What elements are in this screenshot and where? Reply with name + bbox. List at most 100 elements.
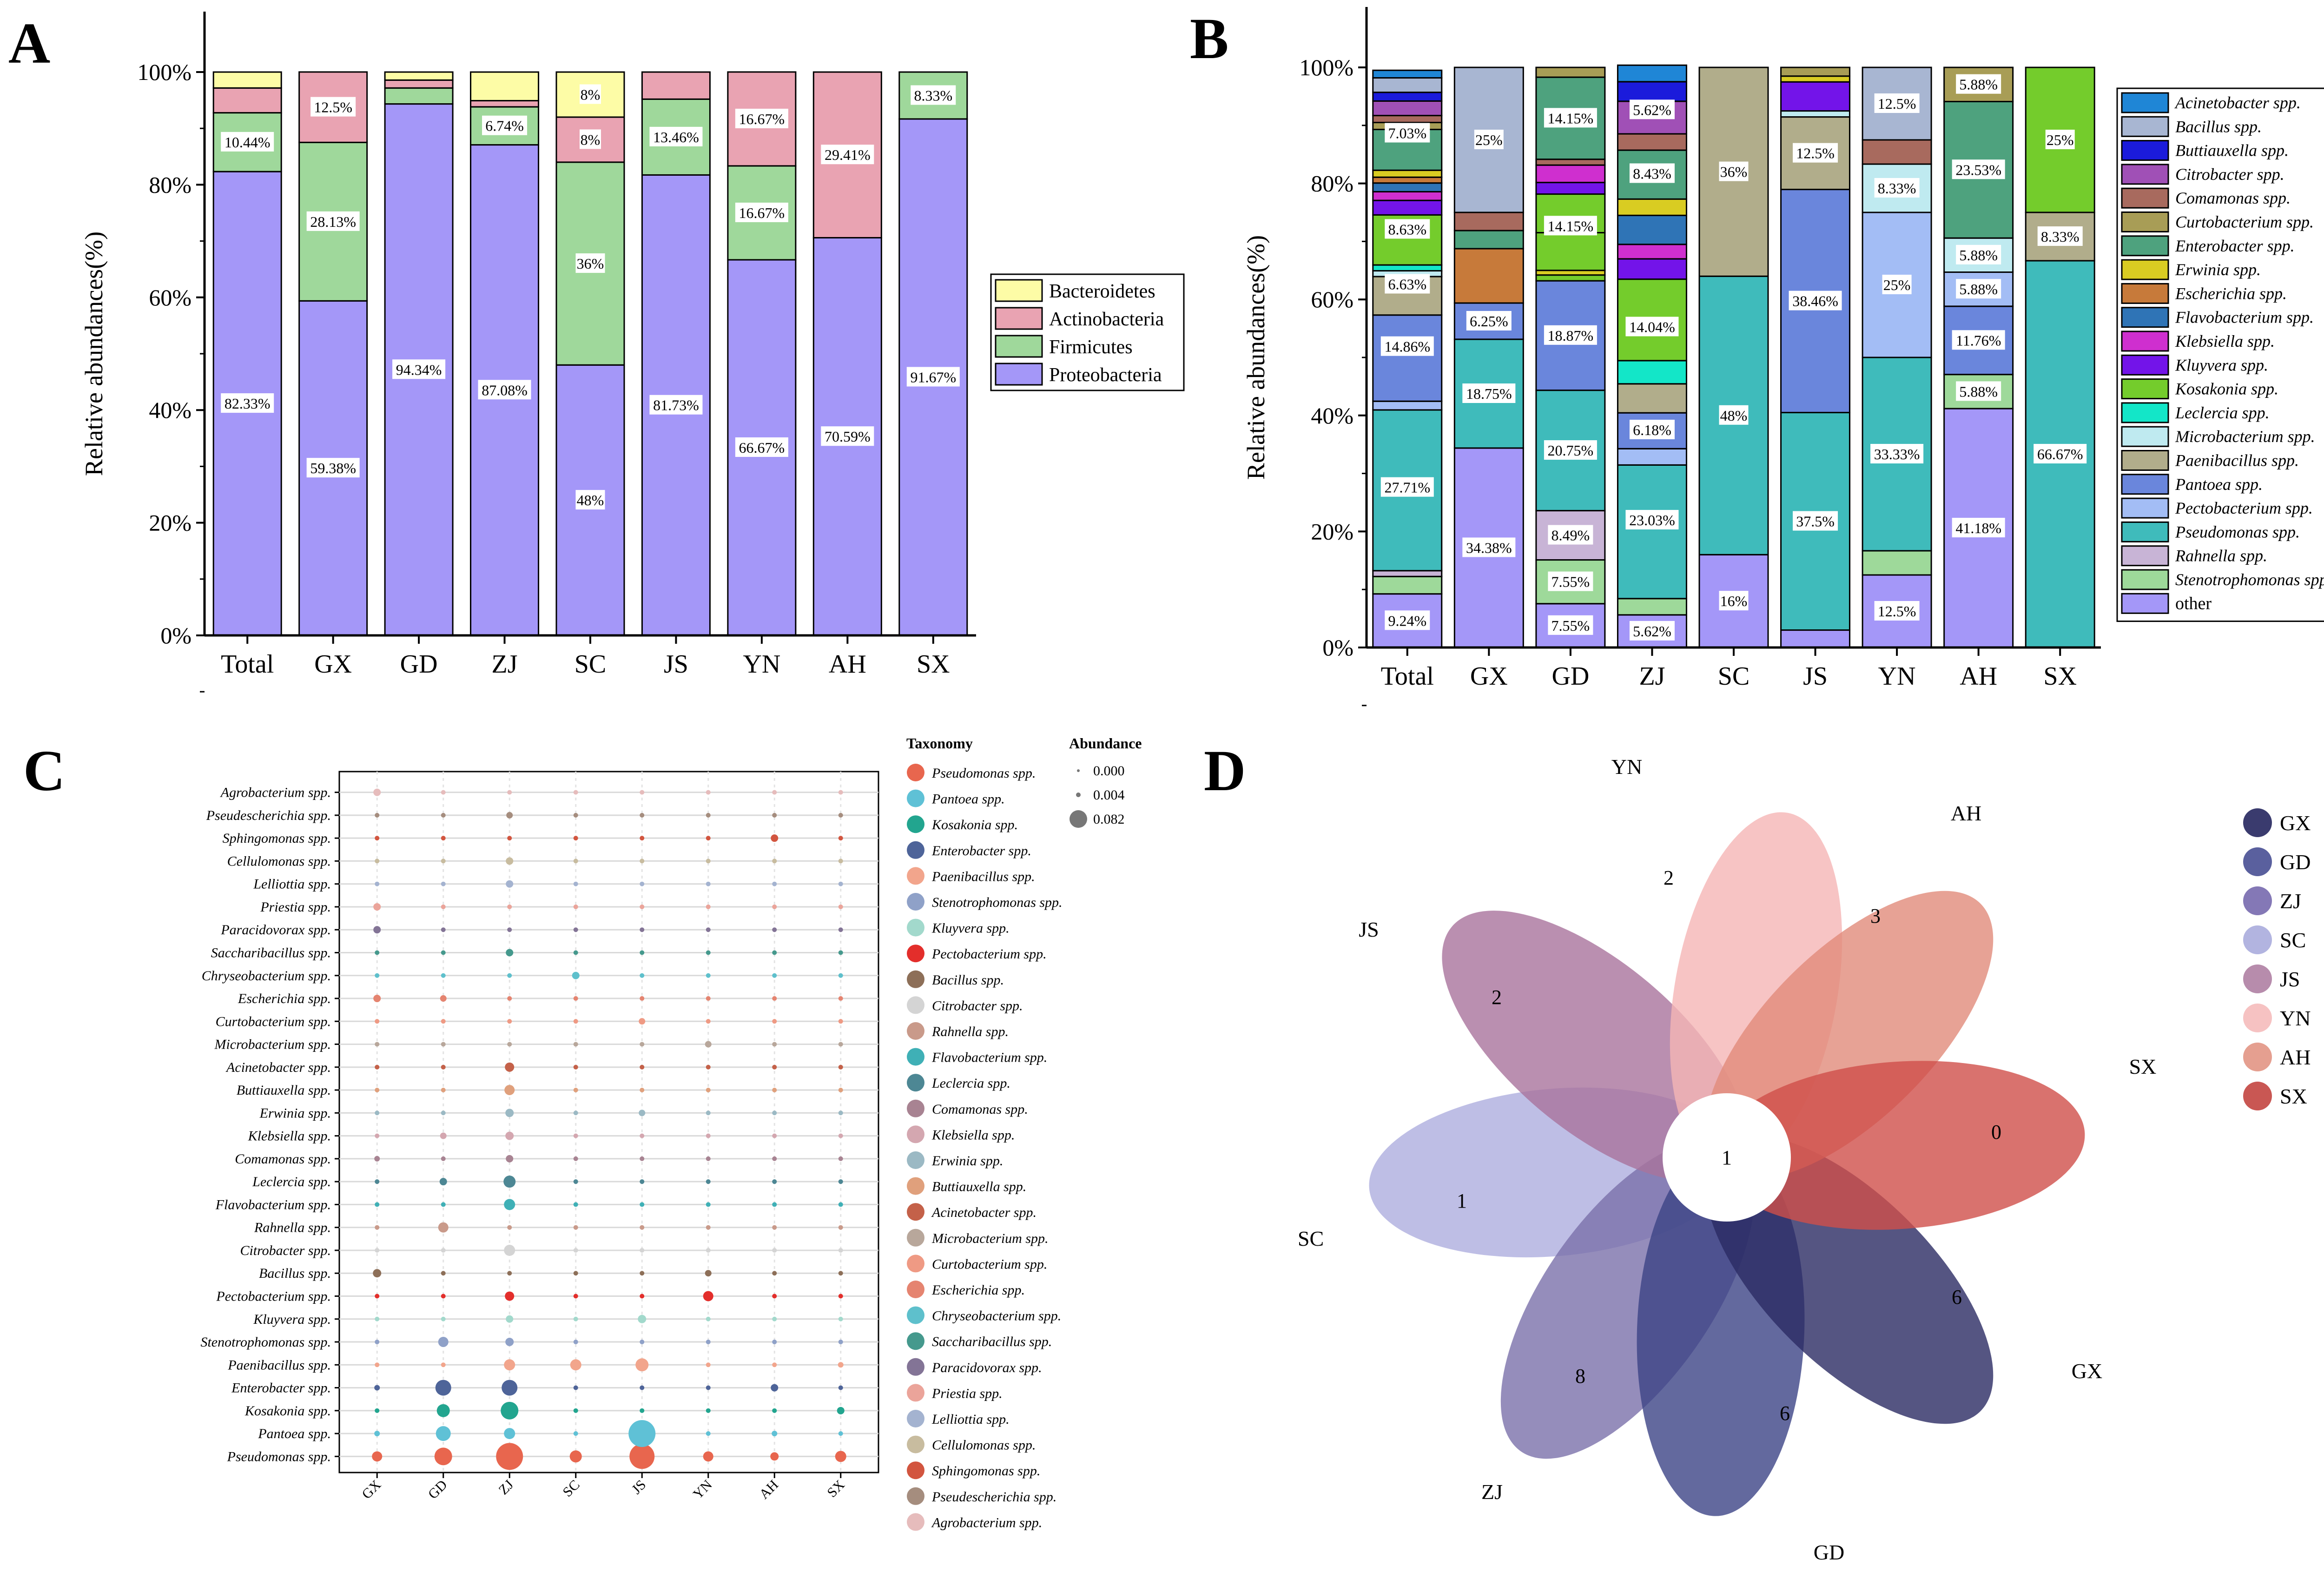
c-dot-comamonas-spp--ah <box>772 1156 777 1161</box>
a-data-label-bg <box>575 253 605 273</box>
c-dot-lelliottia-spp--zj <box>506 880 514 888</box>
b-legend-swatch-pantoea-spp- <box>2121 474 2169 495</box>
c-dot-kluyvera-spp--gx <box>375 1316 380 1321</box>
a-x-tick-sc: SC <box>574 650 607 679</box>
c-dot-paracidovorax-spp--gd <box>441 927 446 932</box>
c-dot-priestia-spp--gx <box>373 903 381 911</box>
b-data-label: 7.55% <box>1552 574 1590 590</box>
c-dot-kosakonia-spp--gx <box>375 1408 380 1413</box>
b-data-label-bg <box>1462 383 1516 403</box>
c-dot-leclercia-spp--js <box>640 1179 645 1184</box>
c-dot-microbacterium-spp--gx <box>375 1042 380 1047</box>
c-dot-priestia-spp--sx <box>838 904 843 909</box>
d-petal-label-ah: AH <box>1951 801 1981 825</box>
b-bar-total-acinetobacter-spp- <box>1372 69 1443 79</box>
c-legend-dot-acinetobacter-spp- <box>907 1203 924 1221</box>
b-x-tick-yn: YN <box>1878 662 1916 691</box>
c-dot-sphingomonas-spp--sc <box>573 836 578 841</box>
c-dot-leclercia-spp--gd <box>439 1178 447 1186</box>
a-data-label: 13.46% <box>653 129 699 145</box>
d-legend-dot-yn <box>2243 1004 2272 1032</box>
c-x-tick-js: JS <box>629 1477 649 1497</box>
a-legend-swatch-proteobacteria <box>995 363 1043 386</box>
c-dot-saccharibacillus-spp--ah <box>772 950 777 955</box>
c-y-tick-pantoea-spp-: Pantoea spp. <box>257 1426 331 1441</box>
c-dot-stenotrophomonas-spp--sx <box>838 1340 843 1345</box>
c-dot-pantoea-spp--yn <box>706 1431 711 1436</box>
c-legend-label-comamonas-spp-: Comamonas spp. <box>932 1102 1028 1117</box>
c-legend-label-cellulomonas-spp-: Cellulomonas spp. <box>932 1438 1036 1453</box>
c-dot-flavobacterium-spp--sc <box>573 1202 578 1207</box>
c-dot-bacillus-spp--sc <box>573 1271 578 1276</box>
a-bar-gd-bacteroidetes <box>384 71 454 81</box>
c-dot-paracidovorax-spp--ah <box>772 927 777 932</box>
a-data-label-bg <box>221 393 274 413</box>
b-legend-swatch-klebsiella-spp- <box>2121 330 2169 352</box>
c-legend-label-kluyvera-spp-: Kluyvera spp. <box>931 921 1010 936</box>
b-legend-swatch-microbacterium-spp- <box>2121 426 2169 447</box>
b-legend-swatch-pseudomonas-spp- <box>2121 521 2169 542</box>
a-data-label-bg <box>906 367 960 387</box>
d-petal-sx <box>1713 1061 2085 1230</box>
c-legend-label-curtobacterium-spp-: Curtobacterium spp. <box>932 1256 1047 1272</box>
a-data-label: 29.41% <box>825 146 871 163</box>
c-dot-microbacterium-spp--gd <box>441 1042 446 1047</box>
c-dot-agrobacterium-spp--zj <box>507 790 512 795</box>
b-data-label-bg <box>1629 163 1675 183</box>
c-dot-kosakonia-spp--yn <box>706 1408 711 1413</box>
b-bar-total-klebsiella-spp- <box>1372 191 1443 201</box>
chart-d-flower-diagram: YN 2 AH 3 SX 0 GX 6 GD 6 ZJ 8 SC 1 JS 2 1 GX GD ZJ SC JS YN AH S… <box>1298 755 2311 1564</box>
c-size-legend-label-1: 0.004 <box>1093 787 1125 803</box>
c-dot-buttiauxella-spp--gx <box>375 1088 380 1093</box>
c-dot-escherichia-spp--gx <box>373 995 381 1003</box>
c-dot-cellulomonas-spp--js <box>640 859 645 864</box>
b-x-tick-sx: SX <box>2043 662 2077 691</box>
b-data-label: 6.18% <box>1633 422 1671 438</box>
b-data-label: 27.71% <box>1384 479 1430 496</box>
c-dot-rahnella-spp--sx <box>838 1225 843 1230</box>
b-data-label-bg <box>1956 381 2001 401</box>
c-dot-sphingomonas-spp--js <box>640 836 645 841</box>
c-dot-rahnella-spp--gx <box>375 1225 380 1230</box>
c-dot-comamonas-spp--gd <box>441 1156 446 1161</box>
c-y-tick-bacillus-spp-: Bacillus spp. <box>259 1266 331 1281</box>
b-data-label: 37.5% <box>1796 513 1835 530</box>
a-legend-label-bacteroidetes: Bacteroidetes <box>1049 281 1155 302</box>
c-dot-klebsiella-spp--zj <box>505 1131 514 1140</box>
c-dot-enterobacter-spp--yn <box>706 1385 711 1390</box>
b-bar-zj-pseudomonas-spp- <box>1617 464 1687 600</box>
c-dot-escherichia-spp--sc <box>573 996 578 1001</box>
c-dot-kluyvera-spp--zj <box>506 1315 514 1323</box>
c-legend-label-bacillus-spp-: Bacillus spp. <box>932 972 1004 988</box>
c-dot-citrobacter-spp--sc <box>573 1248 578 1253</box>
c-dot-kosakonia-spp--gd <box>436 1404 450 1417</box>
c-dot-curtobacterium-spp--yn <box>706 1019 711 1024</box>
c-y-tick-comamonas-spp-: Comamonas spp. <box>235 1151 331 1167</box>
c-dot-kosakonia-spp--ah <box>772 1408 777 1413</box>
c-dot-curtobacterium-spp--gx <box>375 1019 380 1024</box>
c-dot-bacillus-spp--gd <box>441 1271 446 1276</box>
b-bar-total-erwinia-spp- <box>1372 169 1443 178</box>
b-bar-zj-erwinia-spp- <box>1617 198 1687 216</box>
c-dot-escherichia-spp--ah <box>772 996 777 1001</box>
c-dot-stenotrophomonas-spp--yn <box>706 1340 711 1345</box>
a-data-label: 8.33% <box>914 87 952 104</box>
c-dot-paenibacillus-spp--yn <box>706 1362 711 1367</box>
c-dot-pectobacterium-spp--sc <box>573 1294 578 1299</box>
c-y-tick-escherichia-spp-: Escherichia spp. <box>238 991 331 1006</box>
c-dot-kluyvera-spp--ah <box>772 1316 777 1321</box>
c-dot-flavobacterium-spp--sx <box>838 1202 843 1207</box>
c-dot-leclercia-spp--zj <box>503 1176 516 1188</box>
c-dot-citrobacter-spp--yn <box>706 1248 711 1253</box>
c-dot-chryseobacterium-spp--yn <box>706 973 711 978</box>
a-legend-swatch-actinobacteria <box>995 307 1043 330</box>
c-dot-pseudescherichia-spp--ah <box>772 812 777 818</box>
b-data-label: 8.49% <box>1552 527 1590 544</box>
c-dot-saccharibacillus-spp--gd <box>441 950 446 955</box>
b-data-label-bg <box>1380 336 1434 356</box>
d-petal-label-gd: GD <box>1814 1540 1844 1564</box>
b-data-label: 34.38% <box>1466 539 1512 556</box>
b-legend-label-kosakonia-spp-: Kosakonia spp. <box>2175 380 2278 398</box>
a-data-label: 94.34% <box>396 361 442 378</box>
c-dot-flavobacterium-spp--ah <box>772 1202 777 1207</box>
